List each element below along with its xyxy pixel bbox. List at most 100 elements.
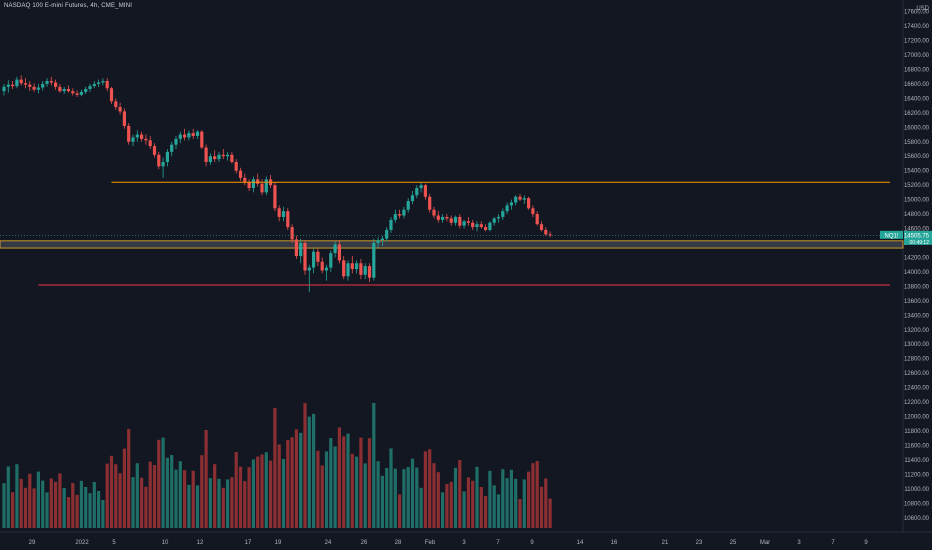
volume-bar (19, 478, 23, 528)
candle-body (58, 86, 62, 92)
candle-body (380, 238, 384, 241)
volume-bar (488, 470, 492, 528)
candle-body (256, 179, 260, 184)
candle-body (45, 81, 49, 84)
volume-bar (28, 473, 32, 528)
price-tick-label: 14000.00 (904, 270, 930, 276)
candle-body (204, 147, 208, 163)
candle-body (97, 82, 101, 84)
candle-body (28, 84, 32, 87)
candle-body (165, 151, 169, 163)
volume-bar (307, 416, 311, 528)
candle-body (402, 209, 406, 216)
candle-body (144, 138, 148, 141)
volume-bar (148, 461, 152, 528)
candle-body (393, 214, 397, 220)
candle-body (518, 196, 522, 200)
volume-bar (256, 456, 260, 528)
volume-bar (294, 429, 298, 528)
candle-body (152, 146, 157, 155)
price-tick-label: 13800.00 (904, 284, 930, 290)
candle-body (367, 266, 372, 278)
volume-bar (544, 478, 548, 528)
candle-body (324, 267, 329, 271)
volume-bar (97, 491, 101, 528)
volume-bar (531, 463, 535, 528)
candle-body (355, 263, 359, 270)
candle-body (187, 133, 191, 138)
price-tick-label: 11200.00 (904, 472, 929, 478)
volume-bar (471, 480, 475, 528)
candle-body (535, 214, 539, 225)
volume-bar (92, 482, 96, 528)
volume-bar (32, 488, 36, 528)
chart-title: NASDAQ 100 E-mini Futures, 4h, CME_MINI (4, 3, 133, 9)
volume-bar (479, 487, 483, 528)
volume-bar (539, 486, 544, 528)
volume-bar (410, 458, 415, 528)
price-tick-label: 15600.00 (904, 154, 930, 160)
volume-bar (75, 494, 79, 528)
candle-body (527, 198, 531, 209)
support-zone (0, 240, 904, 249)
candle-body (54, 82, 58, 87)
volume-bar (492, 485, 496, 528)
volume-bar (286, 440, 290, 528)
volume-bar (101, 500, 105, 528)
price-tick-label: 16600.00 (904, 82, 930, 88)
candle-body (363, 266, 367, 275)
candle-body (230, 154, 234, 163)
candle-body (71, 91, 75, 94)
time-tick-label: 5 (112, 540, 116, 546)
volume-bar (183, 470, 187, 528)
volume-bar (260, 454, 264, 528)
volume-bar (152, 465, 157, 528)
candle-body (398, 214, 402, 216)
time-tick-label: 14 (577, 540, 584, 546)
candle-body (157, 154, 161, 167)
candle-body (221, 154, 225, 157)
volume-bar (234, 452, 238, 528)
volume-bar (213, 464, 217, 528)
candle-body (88, 86, 92, 89)
candle-body (299, 243, 303, 257)
volume-bar (157, 439, 161, 528)
volume-bar (71, 483, 75, 528)
volume-bar (144, 486, 148, 528)
volume-bar (458, 460, 462, 528)
volume-bar (423, 451, 427, 528)
symbol-label: NQ1! (884, 233, 898, 239)
volume-bar (376, 461, 380, 528)
price-tick-label: 12000.00 (904, 415, 930, 421)
volume-bar (174, 469, 178, 528)
volume-bar (509, 469, 513, 528)
volume-bar (204, 430, 208, 528)
time-tick-label: 29 (29, 540, 36, 546)
volume-bar (277, 444, 281, 528)
candle-body (428, 196, 432, 210)
price-tick-label: 11000.00 (904, 487, 929, 493)
candle-body (161, 162, 165, 167)
volume-bar (522, 479, 526, 528)
volume-bar (15, 464, 19, 528)
candle-body (109, 88, 114, 102)
candle-body (286, 211, 290, 228)
price-tick-label: 13600.00 (904, 299, 930, 305)
candle-body (260, 183, 264, 193)
candle-body (62, 88, 66, 92)
candle-body (243, 177, 247, 183)
candle-body (329, 253, 333, 268)
volume-bar (140, 477, 144, 528)
candle-body (501, 211, 505, 217)
candle-body (539, 224, 544, 230)
candle-body (49, 81, 53, 83)
candle-body (531, 208, 535, 215)
volume-bar (402, 469, 406, 528)
volume-bar (243, 481, 247, 528)
time-tick-label: 10 (162, 540, 169, 546)
candle-body (191, 133, 195, 136)
volume-bar (419, 487, 423, 528)
volume-bar (385, 468, 389, 528)
volume-bar (389, 448, 393, 528)
